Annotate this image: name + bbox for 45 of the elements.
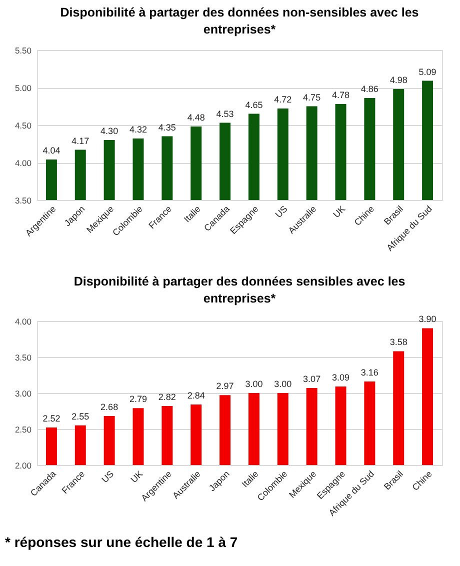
y-tick-label: 5.50 (14, 46, 32, 56)
data-label: 4.78 (332, 90, 350, 100)
y-tick-label: 5.00 (14, 83, 32, 93)
data-label: 4.72 (274, 94, 292, 104)
y-tick-label: 3.00 (14, 388, 32, 398)
data-label: 2.82 (158, 392, 176, 402)
y-tick-label: 4.00 (14, 316, 32, 326)
y-tick-label: 3.50 (14, 196, 32, 206)
data-label: 2.52 (42, 414, 60, 424)
x-tick-label: UK (128, 468, 145, 485)
x-tick-label: US (273, 204, 290, 220)
data-label: 3.58 (390, 337, 408, 348)
data-label: 4.32 (129, 124, 148, 134)
data-label: 3.90 (418, 314, 436, 324)
data-label: 3.00 (274, 379, 292, 389)
data-label: 2.55 (72, 411, 90, 422)
y-tick-label: 4.50 (14, 120, 32, 130)
y-tick-label: 4.00 (14, 158, 32, 168)
data-label: 2.79 (129, 394, 148, 404)
chart-title: Disponibilité à partager des données sensibles avec les entreprises* (74, 274, 406, 306)
text: * réponses sur une échelle de 1 à 7 (5, 534, 238, 550)
data-label: 3.00 (245, 379, 263, 389)
data-label: 4.98 (390, 75, 408, 85)
data-label: 4.53 (216, 108, 234, 119)
data-label: 5.09 (418, 66, 436, 77)
data-label: 4.48 (187, 112, 205, 122)
data-label: 3.07 (303, 374, 321, 384)
data-label: 4.35 (158, 122, 176, 132)
data-label: 4.04 (42, 146, 60, 156)
data-label: 4.17 (72, 136, 90, 146)
x-tick-label: UK (331, 204, 348, 220)
data-label: 4.86 (360, 84, 378, 94)
chart-title: Disponibilité à partager des données non-sensibles avec les entreprises* (60, 6, 419, 36)
x-tick-label: US (100, 468, 116, 485)
data-label: 4.75 (303, 92, 321, 102)
data-label: 3.09 (332, 372, 350, 383)
y-tick-label: 2.50 (14, 424, 32, 434)
y-tick-label: 2.00 (14, 460, 32, 470)
data-label: 4.30 (100, 126, 118, 136)
data-label: 2.97 (216, 381, 234, 392)
y-tick-label: 3.50 (14, 352, 32, 362)
data-label: 4.65 (245, 100, 263, 110)
data-label: 3.16 (360, 367, 378, 378)
data-label: 2.68 (100, 402, 118, 412)
data-label: 2.84 (187, 390, 205, 401)
